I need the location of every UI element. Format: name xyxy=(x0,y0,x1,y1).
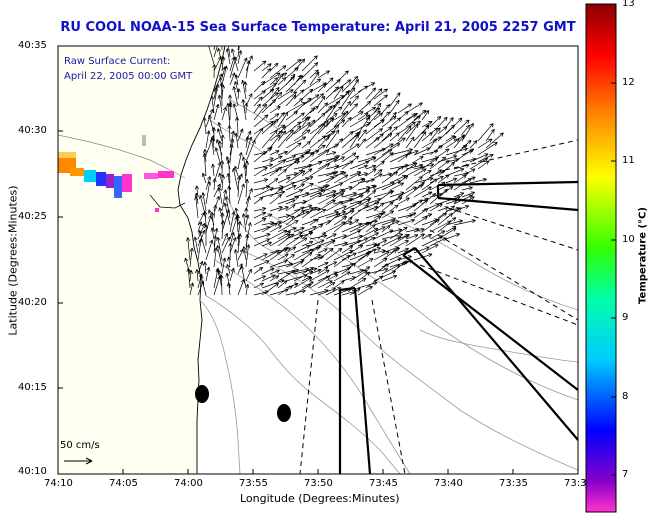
radar-site-marker xyxy=(195,385,209,403)
y-tick-label: 40:25 xyxy=(18,211,47,222)
y-tick-label: 40:15 xyxy=(18,382,47,393)
land-coastline xyxy=(58,46,226,474)
colorbar-tick-label: 7 xyxy=(622,469,629,480)
colorbar-tick-label: 12 xyxy=(622,77,635,88)
scale-label: 50 cm/s xyxy=(60,440,100,451)
colorbar-tick-label: 11 xyxy=(622,155,635,166)
x-axis-title: Longitude (Degrees:Minutes) xyxy=(240,492,400,505)
figure-title: RU COOL NOAA-15 Sea Surface Temperature:… xyxy=(60,20,576,35)
y-tick-label: 40:20 xyxy=(18,297,47,308)
x-tick-label: 73:3 xyxy=(564,478,587,489)
y-tick-label: 40:30 xyxy=(18,125,47,136)
colorbar xyxy=(585,3,617,513)
radar-coverage-lines xyxy=(299,139,578,474)
x-tick-label: 74:00 xyxy=(174,478,203,489)
x-tick-label: 73:40 xyxy=(434,478,463,489)
scale-arrow xyxy=(64,457,93,465)
x-tick-label: 73:50 xyxy=(304,478,333,489)
y-tick-label: 40:35 xyxy=(18,40,47,51)
colorbar-tick-label: 8 xyxy=(622,391,629,402)
y-tick-label: 40:10 xyxy=(18,466,47,477)
x-tick-label: 73:35 xyxy=(499,478,528,489)
colorbar-tick-label: 9 xyxy=(622,312,629,323)
colorbar-tick-label: 10 xyxy=(622,234,635,245)
current-vectors xyxy=(184,46,504,296)
sst-patch xyxy=(58,152,174,212)
x-tick-label: 74:10 xyxy=(44,478,73,489)
x-tick-label: 73:55 xyxy=(239,478,268,489)
colorbar-title: Temperature (°C) xyxy=(637,207,649,304)
annotation-line-1: Raw Surface Current: xyxy=(64,56,171,67)
vector-arrows xyxy=(184,46,504,296)
gray-marker xyxy=(142,135,146,146)
y-axis-title: Latitude (Degrees:Minutes) xyxy=(6,185,20,336)
colorbar-tick-label: 13 xyxy=(622,0,635,9)
x-tick-label: 74:05 xyxy=(109,478,138,489)
annotation-line-2: April 22, 2005 00:00 GMT xyxy=(64,71,193,82)
colorbar-ticks xyxy=(611,3,616,476)
peninsula-shoreline xyxy=(149,194,186,209)
x-tick-label: 73:45 xyxy=(369,478,398,489)
radar-site-marker xyxy=(277,404,291,422)
axis-ticks xyxy=(57,45,579,475)
